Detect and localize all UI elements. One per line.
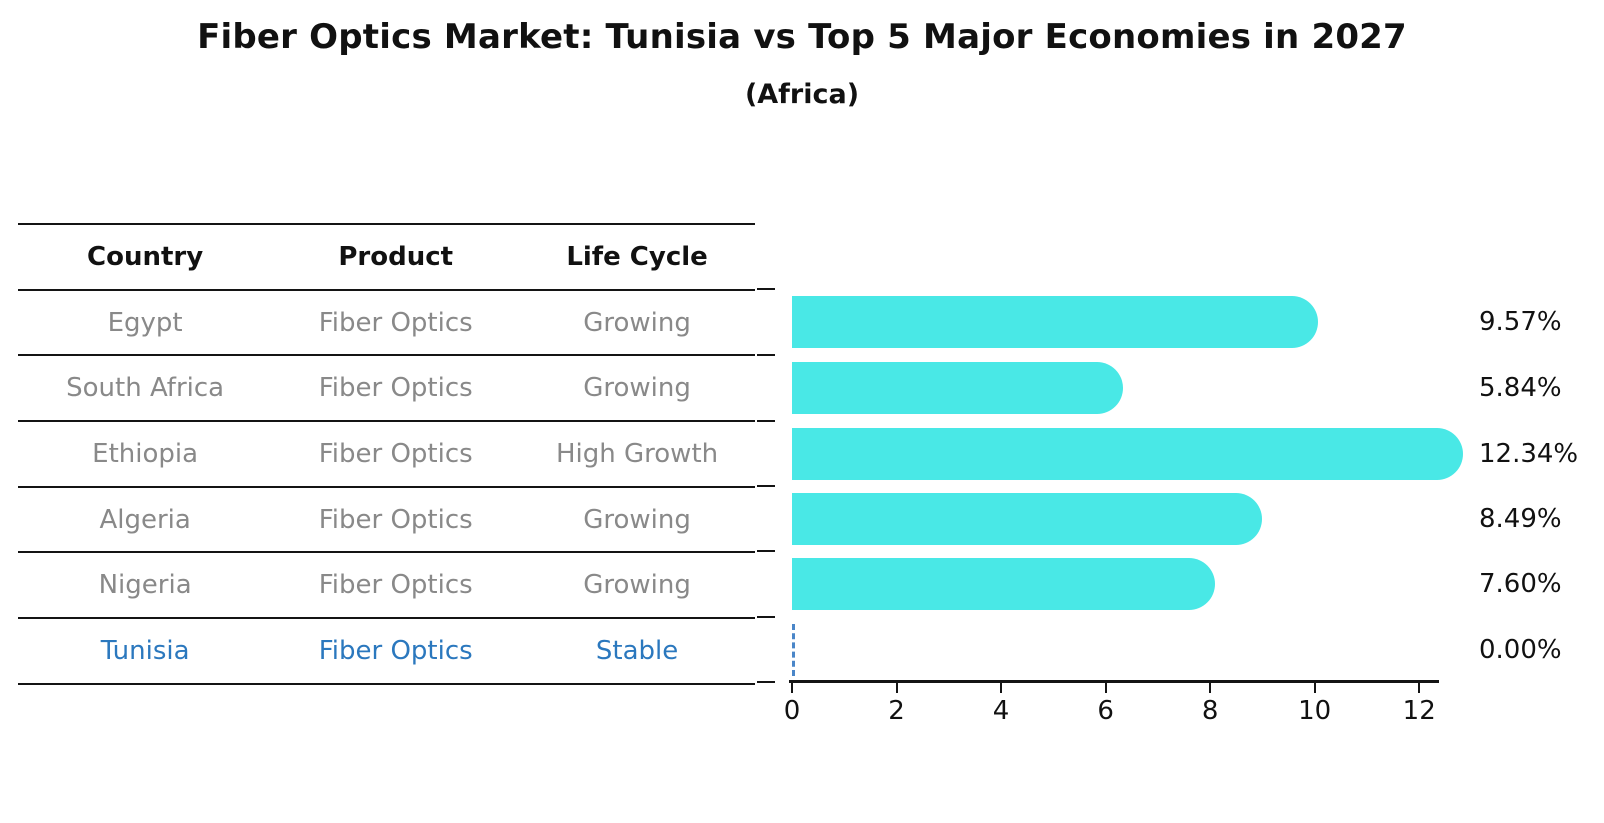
x-axis-tick-label: 2 <box>888 696 905 726</box>
table-cell-country: South Africa <box>66 373 225 404</box>
x-axis-tick-label: 0 <box>783 696 801 726</box>
x-axis-tick-label: 12 <box>1402 696 1436 726</box>
bar-egypt <box>792 296 1319 348</box>
table-cell-life-cycle: Stable <box>595 635 679 666</box>
table-cell-country: Tunisia <box>100 635 190 666</box>
x-axis-tick-label: 10 <box>1298 696 1332 726</box>
x-axis-tick-label: 4 <box>992 696 1010 726</box>
value-label: 8.49% <box>1479 503 1562 534</box>
value-label: 12.34% <box>1479 438 1579 469</box>
table-cell-product: Fiber Optics <box>318 504 473 535</box>
column-header-life-cycle: Life Cycle <box>566 241 708 272</box>
table-cell-product: Fiber Optics <box>318 307 473 338</box>
zero-value-dashed-marker <box>792 623 795 676</box>
y-axis-tick <box>757 354 775 357</box>
x-axis-tick <box>1209 683 1212 693</box>
table-cell-life-cycle: Growing <box>583 570 691 601</box>
x-axis-tick <box>1104 683 1107 693</box>
bar-ethiopia <box>792 427 1463 480</box>
x-axis-tick <box>791 683 793 693</box>
value-label: 0.00% <box>1479 634 1562 665</box>
table-body: Egypt Fiber Optics Growing South Africa Fibe… <box>18 288 755 683</box>
table-row: Ethiopia Fiber Optics High Growth <box>18 420 755 486</box>
table-cell-product: Fiber Optics <box>318 635 473 666</box>
table-cell-country: Nigeria <box>98 570 192 601</box>
chart-title: Fiber Optics Market: Tunisia vs Top 5 Ma… <box>197 17 1407 57</box>
table-cell-product: Fiber Optics <box>318 570 473 601</box>
x-axis-tick <box>895 683 898 693</box>
value-label: 7.60% <box>1479 569 1562 599</box>
table-cell-product: Fiber Optics <box>318 373 473 404</box>
country-table: Country Product Life Cycle Egypt Fiber Op… <box>18 223 755 685</box>
table-row: Egypt Fiber Optics Growing <box>18 288 755 355</box>
column-header-product: Product <box>338 241 454 272</box>
table-cell-life-cycle: High Growth <box>555 438 719 469</box>
y-axis-tick <box>757 615 775 618</box>
y-axis-tick <box>757 681 775 684</box>
table-row: Tunisia Fiber Optics Stable <box>18 617 755 683</box>
table-cell-country: Egypt <box>107 307 183 338</box>
table-cell-country: Algeria <box>99 504 191 535</box>
chart-subtitle: (Africa) <box>744 79 860 110</box>
column-header-country: Country <box>87 241 204 272</box>
table-cell-life-cycle: Growing <box>583 373 691 404</box>
x-axis-tick <box>1418 683 1421 693</box>
table-cell-country: Ethiopia <box>92 438 199 469</box>
bar-nigeria <box>792 558 1216 610</box>
table-cell-life-cycle: Growing <box>583 307 691 338</box>
value-label: 5.84% <box>1479 373 1562 403</box>
table-row: Algeria Fiber Optics Growing <box>18 485 755 552</box>
bar-south-africa <box>792 362 1124 414</box>
x-axis-tick-label: 8 <box>1201 696 1219 726</box>
y-axis-tick <box>757 288 775 291</box>
table-cell-product: Fiber Optics <box>318 438 473 469</box>
table-cell-life-cycle: Growing <box>583 504 691 535</box>
table-row: Nigeria Fiber Optics Growing <box>18 551 755 617</box>
x-axis-line <box>789 680 1439 683</box>
table-row: South Africa Fiber Optics Growing <box>18 354 755 420</box>
x-axis-tick-label: 6 <box>1097 696 1114 726</box>
x-axis-tick <box>1313 683 1316 693</box>
x-axis-tick <box>1000 683 1003 693</box>
y-axis-tick <box>757 419 775 422</box>
y-axis-tick <box>757 550 775 553</box>
bar-algeria <box>792 492 1262 545</box>
value-label: 9.57% <box>1479 307 1562 337</box>
y-axis-tick <box>757 484 775 487</box>
table-header-row: Country Product Life Cycle <box>18 223 755 289</box>
